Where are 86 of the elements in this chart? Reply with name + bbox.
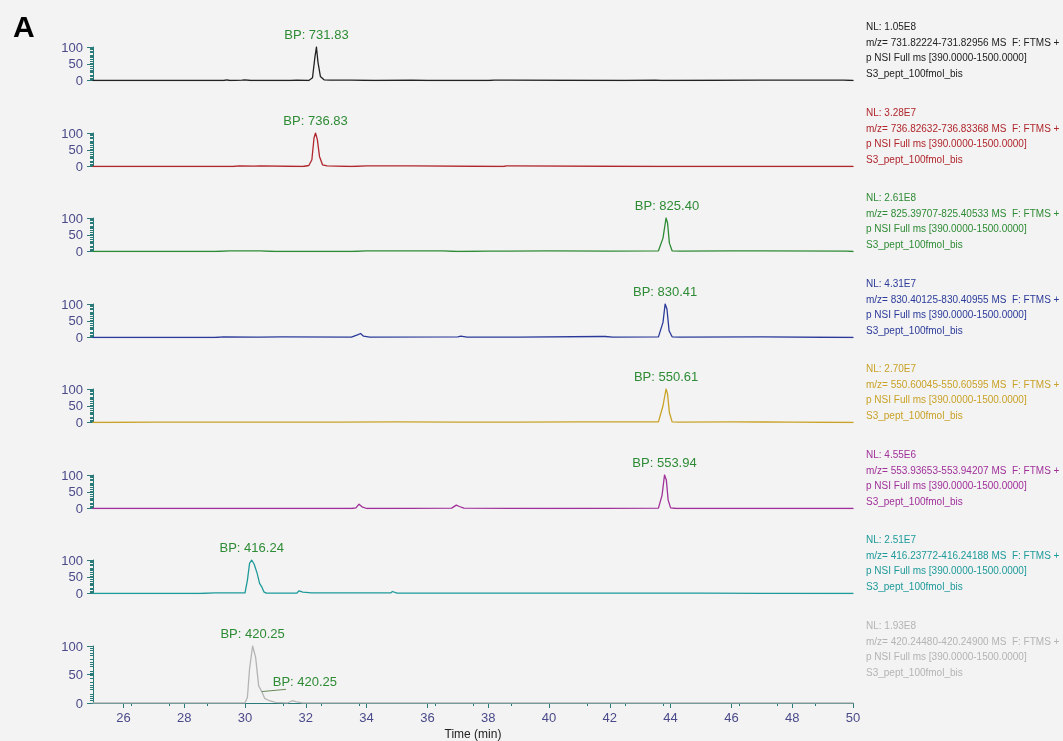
x-tick-label: 28 — [176, 709, 192, 725]
x-axis-title: Time (min) — [444, 726, 502, 741]
text: m/z= 416.23772-416.24188 MS F: FTMS + — [866, 549, 1060, 561]
text: p NSI Full ms [390.0000-1500.0000] — [866, 479, 1027, 491]
line-series — [92, 46, 854, 82]
y-tick-label: 100 — [61, 381, 83, 397]
y-tick-label: 100 — [61, 638, 83, 653]
y-tick-label: 50 — [68, 483, 83, 499]
text: S3_pept_100fmol_bis — [866, 580, 963, 592]
annotation: BP: 731.83 — [284, 27, 349, 42]
y-tick-label: 50 — [68, 569, 83, 585]
text: S3_pept_100fmol_bis — [866, 409, 963, 421]
y-tick-label: 0 — [75, 158, 83, 174]
text: S3_pept_100fmol_bis — [866, 666, 963, 678]
y-tick-label: 100 — [61, 467, 83, 482]
x-tick-label: 42 — [602, 709, 618, 725]
y-tick-label: 0 — [75, 73, 83, 88]
chart-title: A — [13, 9, 35, 43]
x-tick-label: 40 — [541, 709, 557, 725]
x-tick-label: 30 — [237, 709, 253, 725]
text: p NSI Full ms [390.0000-1500.0000] — [866, 308, 1027, 320]
annotation: BP: 736.83 — [283, 112, 348, 128]
y-tick-label: 50 — [68, 56, 83, 72]
text: m/z= 825.39707-825.40533 MS F: FTMS + — [866, 207, 1060, 219]
line-series — [92, 302, 854, 338]
line-series — [92, 388, 854, 424]
text: m/z= 830.40125-830.40955 MS F: FTMS + — [866, 293, 1060, 305]
x-tick-label: 36 — [420, 709, 435, 725]
y-tick-label: 100 — [61, 552, 83, 568]
y-tick-label: 50 — [68, 398, 83, 414]
text: m/z= 736.82632-736.83368 MS F: FTMS + — [866, 122, 1060, 134]
text: S3_pept_100fmol_bis — [866, 153, 963, 165]
x-tick-label: 50 — [845, 709, 861, 725]
line-series — [92, 473, 854, 509]
text: S3_pept_100fmol_bis — [866, 238, 963, 250]
line-series — [92, 131, 854, 167]
text: NL: 4.31E7 — [866, 277, 917, 289]
y-tick-label: 0 — [75, 415, 83, 430]
x-tick-label: 48 — [784, 709, 800, 725]
text: NL: 2.70E7 — [866, 363, 917, 375]
text: p NSI Full ms [390.0000-1500.0000] — [866, 565, 1027, 577]
text: m/z= 731.82224-731.82956 MS F: FTMS + — [866, 36, 1060, 48]
text: p NSI Full ms [390.0000-1500.0000] — [866, 52, 1027, 64]
x-tick-label: 32 — [298, 709, 314, 725]
y-tick-label: 50 — [68, 227, 83, 243]
line-series — [92, 217, 854, 253]
annotation: BP: 550.61 — [633, 369, 699, 384]
y-tick-label: 0 — [75, 695, 83, 710]
annotation: BP: 553.94 — [632, 454, 697, 470]
x-tick-label: 34 — [359, 709, 374, 725]
y-tick-label: 0 — [75, 244, 83, 259]
y-tick-label: 0 — [75, 586, 83, 601]
y-tick-label: 100 — [61, 39, 83, 55]
x-tick-label: 46 — [724, 709, 739, 725]
text: S3_pept_100fmol_bis — [866, 324, 963, 336]
text: m/z= 553.93653-553.94207 MS F: FTMS + — [866, 464, 1060, 476]
text: m/z= 550.60045-550.60595 MS F: FTMS + — [866, 378, 1060, 390]
x-tick-label: 44 — [663, 709, 678, 725]
x-tick-label: 38 — [480, 709, 496, 725]
annotation: BP: 416.24 — [219, 540, 284, 555]
text: NL: 4.55E6 — [866, 448, 917, 460]
text: NL: 1.05E8 — [866, 21, 917, 33]
text: S3_pept_100fmol_bis — [866, 67, 963, 79]
y-tick-label: 0 — [75, 329, 83, 345]
text: NL: 1.93E8 — [866, 619, 917, 631]
text: NL: 2.61E8 — [866, 192, 917, 204]
text: NL: 2.51E7 — [866, 534, 917, 546]
text: NL: 3.28E7 — [866, 106, 917, 118]
y-tick-label: 100 — [61, 125, 83, 140]
text: p NSI Full ms [390.0000-1500.0000] — [866, 223, 1027, 235]
x-tick-label: 26 — [116, 709, 131, 725]
annotation: BP: 420.25 — [272, 673, 338, 689]
annotation: BP: 825.40 — [634, 198, 700, 213]
y-tick-label: 50 — [68, 312, 83, 328]
y-tick-label: 100 — [61, 296, 83, 311]
y-tick-label: 0 — [75, 500, 83, 516]
y-tick-label: 100 — [61, 210, 83, 226]
annotation: BP: 830.41 — [632, 283, 698, 299]
text: S3_pept_100fmol_bis — [866, 495, 963, 507]
text: p NSI Full ms [390.0000-1500.0000] — [866, 394, 1027, 406]
text: p NSI Full ms [390.0000-1500.0000] — [866, 137, 1027, 149]
line-series — [92, 559, 854, 595]
annotation: BP: 420.25 — [220, 625, 285, 641]
text: m/z= 420.24480-420.24900 MS F: FTMS + — [866, 635, 1060, 647]
y-tick-label: 50 — [68, 666, 83, 682]
y-tick-label: 50 — [68, 141, 83, 157]
